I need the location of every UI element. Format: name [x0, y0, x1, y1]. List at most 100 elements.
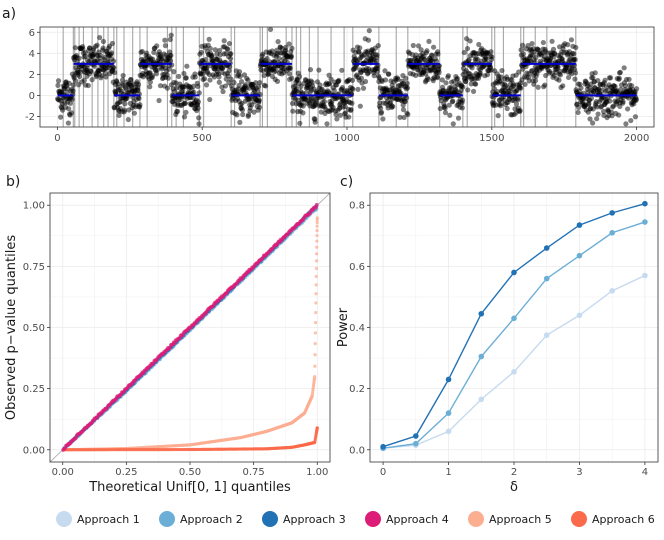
- data-point: [556, 77, 562, 83]
- data-point: [203, 56, 209, 63]
- data-point: [400, 107, 407, 113]
- panel-c-point: [380, 443, 386, 450]
- data-point: [386, 71, 392, 77]
- data-point: [77, 73, 83, 80]
- data-point: [157, 83, 164, 89]
- data-point: [607, 75, 614, 81]
- data-point: [120, 72, 126, 79]
- data-point: [125, 116, 131, 123]
- panel-b-ticks: 0.00 0.25 0.50 0.75 1.00 0.00 0.25 0.50 0.75 1.00: [23, 201, 329, 478]
- data-point: [434, 75, 440, 81]
- panel-c-x-tick-label: 4: [642, 467, 648, 478]
- panel-b-point: [314, 274, 318, 279]
- legend-item-approach-2: Approach 2: [159, 511, 243, 527]
- data-point: [245, 112, 252, 118]
- data-point: [168, 52, 174, 59]
- panel-c-y-tick-label: 0.2: [349, 384, 365, 395]
- data-point: [286, 41, 292, 47]
- data-point: [236, 82, 242, 89]
- data-point: [465, 87, 471, 93]
- panel-a-label: a): [2, 6, 16, 22]
- data-point: [307, 67, 314, 73]
- data-point: [88, 68, 94, 74]
- data-point: [147, 84, 153, 90]
- data-point: [357, 45, 363, 51]
- data-point: [515, 97, 521, 103]
- data-point: [616, 75, 622, 81]
- data-point: [168, 32, 174, 38]
- panel-b-x-tick-label: 0.25: [115, 467, 137, 478]
- panel-c-point: [642, 272, 648, 279]
- panel-b-point: [315, 220, 319, 225]
- data-point: [267, 26, 274, 32]
- data-point: [70, 88, 76, 94]
- data-point: [371, 73, 377, 79]
- data-point: [625, 106, 631, 112]
- panel-b-y-tick-label: 0.75: [23, 262, 45, 273]
- panel-c-x-tick-label: 3: [576, 467, 582, 478]
- panel-c-point: [413, 440, 419, 447]
- data-point: [119, 77, 126, 83]
- data-point: [207, 77, 213, 83]
- data-point: [100, 38, 107, 45]
- data-point: [526, 78, 532, 84]
- data-point: [413, 72, 419, 78]
- panel-b-y-tick-label: 0.00: [23, 445, 45, 456]
- data-point: [289, 45, 295, 51]
- data-point: [415, 43, 422, 49]
- data-point: [184, 63, 190, 69]
- data-point: [300, 110, 306, 116]
- data-point: [633, 96, 639, 102]
- legend-label: Approach 4: [386, 513, 449, 526]
- panel-b-qq-plot: 0.00 0.25 0.50 0.75 1.00 0.00 0.25 0.50 0.75 1.00…: [4, 192, 331, 495]
- panel-b-x-tick-label: 1.00: [306, 467, 328, 478]
- panel-a-y-tick-label: 2: [29, 70, 35, 81]
- panel-b-point: [314, 283, 318, 287]
- data-point: [327, 81, 333, 87]
- data-point: [135, 81, 142, 88]
- data-point: [68, 110, 75, 116]
- data-point: [459, 97, 466, 103]
- data-point: [324, 121, 330, 127]
- data-point: [623, 121, 629, 127]
- data-point: [251, 109, 257, 115]
- data-point: [518, 85, 524, 91]
- data-point: [69, 96, 75, 102]
- data-point: [355, 86, 361, 92]
- data-point: [131, 110, 138, 116]
- panel-c-point: [609, 210, 615, 216]
- data-point: [429, 53, 435, 59]
- panel-b-point: [315, 252, 319, 256]
- data-point: [274, 47, 280, 53]
- panel-c-y-axis-label: Power: [336, 307, 351, 347]
- data-point: [147, 79, 153, 85]
- data-point: [206, 36, 212, 42]
- panel-c-y-tick-label: 0.8: [349, 201, 365, 212]
- data-point: [288, 53, 294, 59]
- data-point: [192, 74, 198, 80]
- data-point: [395, 76, 401, 82]
- data-point: [350, 86, 356, 92]
- panel-b-series-approach-4: [61, 202, 319, 452]
- data-point: [504, 105, 510, 112]
- data-point: [459, 105, 465, 111]
- data-point: [317, 82, 323, 88]
- data-point: [289, 75, 295, 81]
- data-point: [221, 38, 227, 44]
- data-point: [447, 112, 453, 118]
- panel-a-y-tick-label: 0: [29, 91, 35, 102]
- data-point: [300, 103, 306, 109]
- panel-b-y-tick-label: 1.00: [23, 201, 45, 212]
- data-point: [207, 45, 213, 52]
- legend-item-approach-4: Approach 4: [365, 511, 449, 527]
- data-point: [203, 82, 210, 88]
- data-point: [460, 84, 466, 90]
- data-point: [81, 77, 87, 83]
- data-point: [522, 81, 528, 87]
- panel-b-point: [315, 239, 319, 243]
- data-point: [622, 83, 628, 89]
- data-point: [517, 107, 523, 114]
- data-point: [334, 116, 340, 122]
- data-point: [228, 51, 234, 57]
- data-point: [316, 67, 322, 73]
